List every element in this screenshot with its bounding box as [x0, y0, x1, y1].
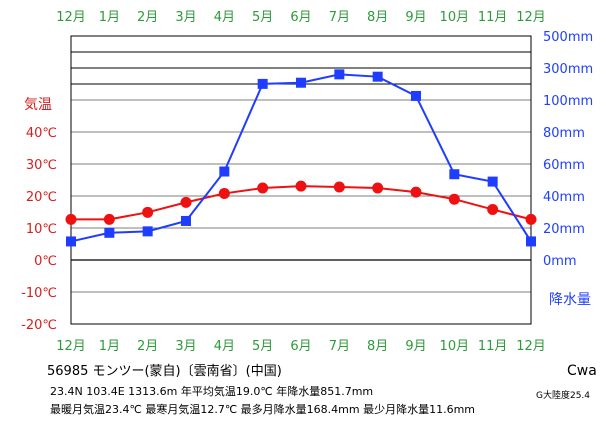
temperature-point: [487, 203, 499, 215]
continentality-index: G大陸度25.4: [536, 391, 591, 401]
temperature-tick-label: 30℃: [26, 158, 57, 173]
month-label: 5月: [252, 10, 273, 25]
temperature-tick-label: -10℃: [21, 286, 57, 301]
month-label: 10月: [440, 339, 470, 354]
temperature-point: [257, 182, 269, 194]
precipitation-point: [142, 226, 153, 237]
precipitation-point: [181, 215, 191, 226]
temperature-point: [142, 206, 154, 218]
precipitation-tick-label: 20mm: [543, 222, 585, 237]
temperature-point: [180, 196, 192, 208]
temperature-point: [333, 181, 345, 193]
precipitation-tick-label: 100mm: [543, 94, 593, 109]
month-label: 5月: [252, 339, 273, 354]
month-label: 6月: [290, 339, 311, 354]
temperature-point: [372, 182, 384, 194]
month-label: 7月: [329, 339, 350, 354]
precipitation-tick-label: 300mm: [543, 62, 593, 77]
precipitation-point: [66, 236, 76, 247]
month-label: 6月: [290, 10, 311, 25]
month-label: 10月: [440, 10, 470, 25]
temperature-point: [103, 213, 115, 225]
precipitation-point: [487, 176, 498, 187]
grid-lines: [70, 35, 532, 325]
month-label: 1月: [99, 339, 120, 354]
temperature-point: [218, 187, 230, 199]
temperature-tick-label: 20℃: [26, 190, 57, 205]
temperature-axis-title: 気温: [24, 97, 52, 113]
precipitation-axis-ticks: 500mm 300mm 100mm 80mm 60mm 40mm 20mm 0mm: [543, 30, 593, 269]
month-label: 2月: [137, 339, 158, 354]
month-label: 3月: [175, 10, 196, 25]
temperature-point: [525, 213, 537, 225]
precipitation-point: [411, 90, 421, 101]
precipitation-tick-label: 60mm: [543, 158, 585, 173]
precipitation-tick-label: 80mm: [543, 126, 585, 141]
month-label: 4月: [214, 339, 235, 354]
month-label: 12月: [56, 10, 86, 25]
precipitation-point: [219, 166, 230, 177]
temperature-tick-label: 40℃: [26, 126, 57, 141]
precipitation-line: [70, 73, 532, 243]
month-label: 2月: [137, 10, 158, 25]
month-label: 11月: [478, 10, 508, 25]
station-title: 56985 モンツー(蒙自)〔雲南省〕(中国): [47, 364, 282, 379]
precipitation-point: [334, 69, 345, 80]
month-label: 9月: [405, 10, 426, 25]
temperature-point: [65, 213, 77, 225]
month-label: 8月: [367, 10, 388, 25]
month-label: 9月: [405, 339, 426, 354]
precipitation-point: [104, 227, 115, 238]
precipitation-point: [296, 77, 306, 88]
month-label: 12月: [516, 339, 546, 354]
temperature-tick-label: -20℃: [21, 318, 57, 333]
precipitation-tick-label: 0mm: [543, 254, 577, 269]
precipitation-point: [449, 169, 460, 180]
precipitation-point: [372, 71, 383, 82]
station-summary: 23.4N 103.4E 1313.6m 年平均気温19.0℃ 年降水量851.…: [50, 385, 374, 398]
precipitation-series: [66, 69, 536, 247]
month-labels-bottom: 12月 1月 2月 3月 4月 5月 6月 7月 8月 9月 10月 11月 12月: [56, 339, 546, 354]
temperature-point: [448, 193, 460, 205]
precipitation-tick-label: 500mm: [543, 30, 593, 45]
station-extremes: 最暖月気温23.4℃ 最寒月気温12.7℃ 最多月降水量168.4mm 最少月降…: [50, 403, 476, 416]
month-label: 12月: [516, 10, 546, 25]
temperature-series: [65, 180, 537, 225]
climate-class: Cwa: [567, 363, 597, 379]
precipitation-axis-title: 降水量: [549, 292, 591, 308]
temperature-axis-ticks: 40℃ 30℃ 20℃ 10℃ 0℃ -10℃ -20℃: [21, 126, 57, 333]
month-label: 8月: [367, 339, 388, 354]
month-label: 1月: [99, 10, 120, 25]
temperature-point: [410, 186, 422, 198]
month-label: 12月: [56, 339, 86, 354]
precipitation-point: [526, 236, 536, 247]
month-labels-top: 12月 1月 2月 3月 4月 5月 6月 7月 8月 9月 10月 11月 12月: [56, 10, 546, 25]
precipitation-point: [257, 78, 268, 89]
temperature-tick-label: 0℃: [34, 254, 57, 269]
precipitation-tick-label: 40mm: [543, 190, 585, 205]
month-label: 4月: [214, 10, 235, 25]
month-label: 7月: [329, 10, 350, 25]
temperature-point: [295, 180, 307, 192]
month-label: 11月: [478, 339, 508, 354]
temperature-tick-label: 10℃: [26, 222, 57, 237]
month-label: 3月: [175, 339, 196, 354]
